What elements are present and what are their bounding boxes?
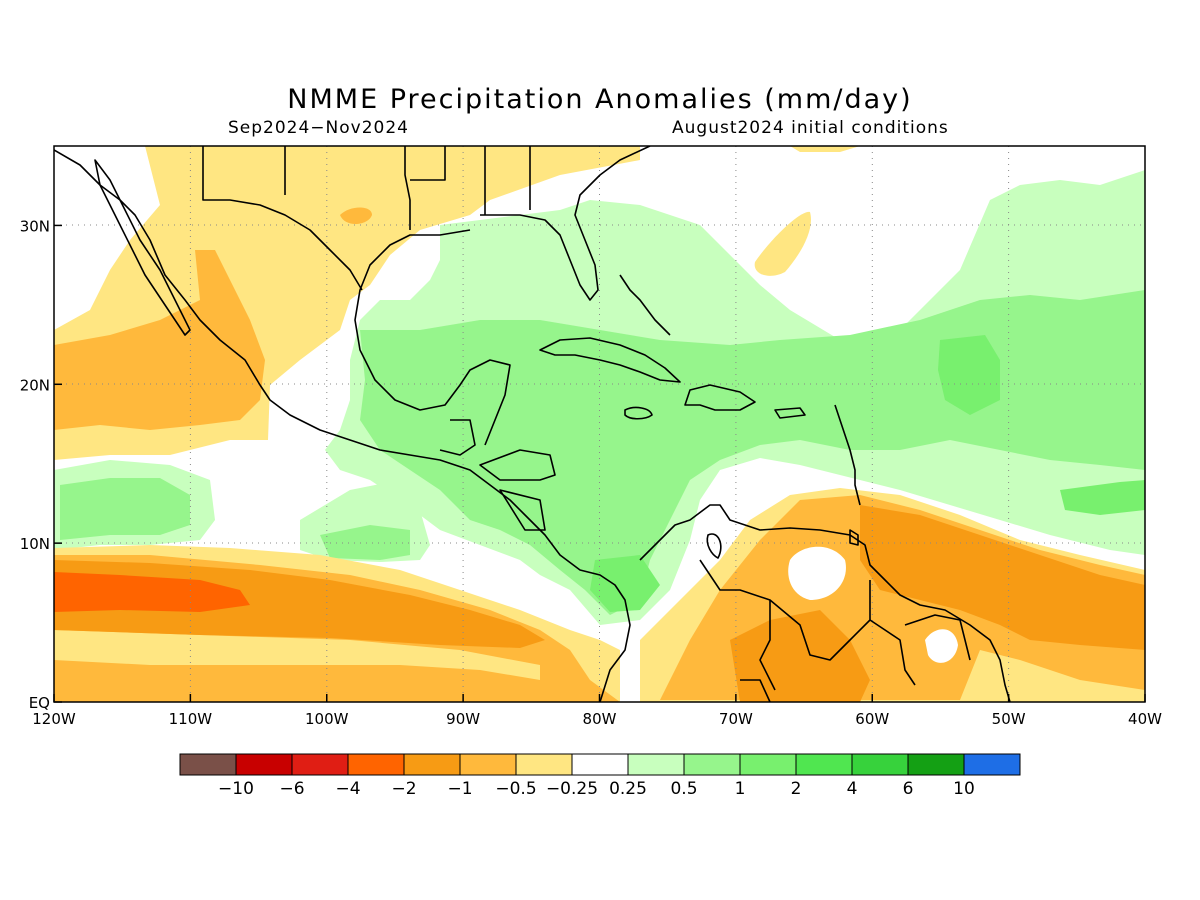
lon-tick-label: 40W <box>1128 710 1162 728</box>
colorbar-label: −6 <box>279 779 304 799</box>
latitude-axis: EQ 10N 20N 30N <box>20 217 62 712</box>
colorbar-swatch <box>571 753 629 776</box>
colorbar-swatch <box>459 753 517 776</box>
colorbar-label: −2 <box>391 779 416 799</box>
lat-tick-label: EQ <box>29 694 50 712</box>
initial-conditions: August2024 initial conditions <box>672 118 949 138</box>
colorbar-label: 0.25 <box>609 779 647 799</box>
colorbar-swatch <box>739 753 797 776</box>
colorbar-swatch <box>795 753 853 776</box>
coastlines <box>54 146 1011 702</box>
colorbar-label: 2 <box>791 779 802 799</box>
lon-tick-label: 60W <box>855 710 889 728</box>
forecast-period: Sep2024−Nov2024 <box>228 118 409 138</box>
lat-tick-label: 20N <box>20 376 50 394</box>
colorbar-swatch <box>963 753 1021 776</box>
lon-tick-label: 110W <box>169 710 213 728</box>
map-area <box>54 146 1145 702</box>
colorbar-label: −0.25 <box>546 779 598 799</box>
lon-tick-label: 80W <box>583 710 617 728</box>
colorbar-swatch <box>291 753 349 776</box>
dry-anomaly-north <box>54 146 860 460</box>
colorbar-swatch <box>683 753 741 776</box>
map-title: NMME Precipitation Anomalies (mm/day) <box>287 84 913 115</box>
longitude-axis: 120W 110W 100W 90W 80W 70W 60W 50W 40W <box>32 694 1162 728</box>
colorbar-label: 4 <box>847 779 858 799</box>
colorbar-label: 10 <box>953 779 975 799</box>
dry-anomaly-south-america <box>640 488 1145 702</box>
lon-tick-label: 90W <box>446 710 480 728</box>
colorbar-label: −4 <box>335 779 360 799</box>
lat-tick-label: 30N <box>20 217 50 235</box>
colorbar-label: 6 <box>903 779 914 799</box>
colorbar-swatch <box>347 753 405 776</box>
colorbar-label: −0.5 <box>495 779 536 799</box>
colorbar-swatch <box>403 753 461 776</box>
wet-anomaly-pacific <box>54 460 430 562</box>
lon-tick-label: 50W <box>992 710 1026 728</box>
colorbar-swatch <box>515 753 573 776</box>
dry-anomaly-itcz <box>54 545 620 702</box>
colorbar-label: 0.5 <box>670 779 697 799</box>
colorbar-swatch <box>179 753 237 776</box>
colorbar-swatch <box>627 753 685 776</box>
colorbar-swatch <box>235 753 293 776</box>
colorbar-label: −1 <box>447 779 472 799</box>
lat-tick-label: 10N <box>20 535 50 553</box>
lon-tick-label: 120W <box>32 710 76 728</box>
colorbar-label: 1 <box>735 779 746 799</box>
colorbar: −10 −6 −4 −2 −1 −0.5 −0.25 0.25 0.5 1 2 4 6 10 <box>179 753 1021 799</box>
lon-tick-label: 100W <box>305 710 349 728</box>
wet-anomaly-caribbean <box>325 170 1145 625</box>
colorbar-label: −10 <box>218 779 254 799</box>
colorbar-swatch <box>851 753 909 776</box>
colorbar-swatch <box>907 753 965 776</box>
lon-tick-label: 70W <box>719 710 753 728</box>
